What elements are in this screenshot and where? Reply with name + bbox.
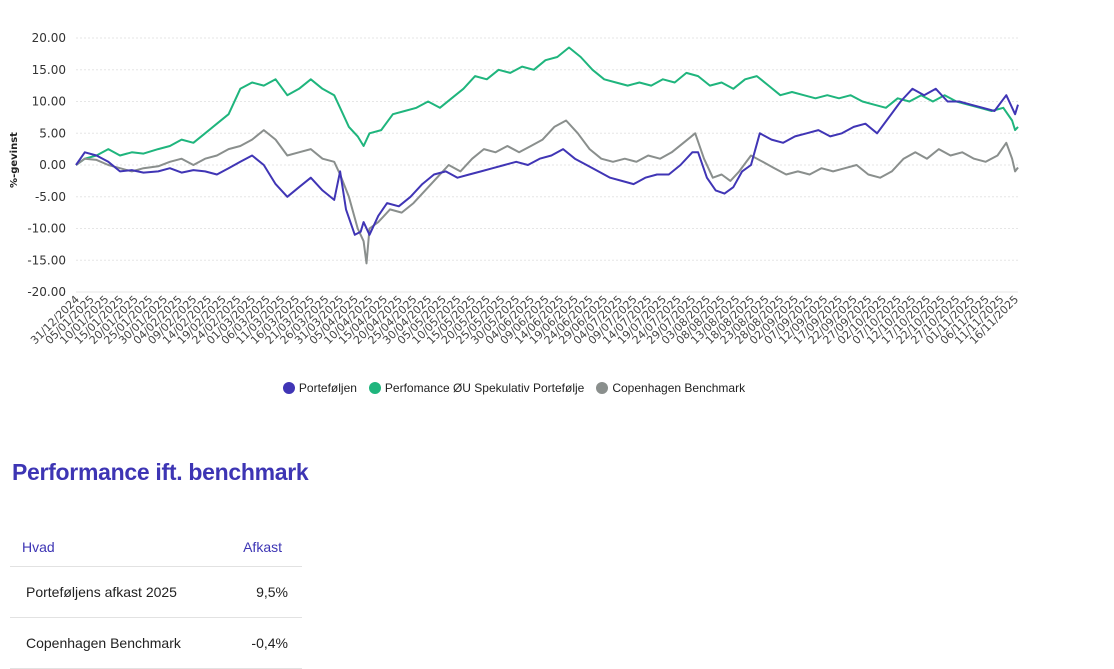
chart-legend: Porteføljen Perfomance ØU Spekulativ Por… bbox=[0, 381, 1028, 395]
legend-marker-speculative bbox=[368, 382, 381, 394]
grid-lines bbox=[76, 37, 1018, 293]
row-value: 9,5% bbox=[221, 566, 302, 618]
section-title: Performance ift. benchmark bbox=[12, 459, 309, 485]
legend-label-speculative: Perfomance ØU Spekulativ Portefølje bbox=[384, 381, 585, 395]
row-label: Porteføljens afkast 2025 bbox=[10, 566, 222, 618]
legend-label-benchmark: Copenhagen Benchmark bbox=[612, 381, 746, 395]
y-tick-label: 15.00 bbox=[32, 63, 66, 77]
series-line-0 bbox=[75, 87, 1019, 236]
row-value: -0,4% bbox=[221, 617, 302, 669]
y-axis-label: %-gevinst bbox=[9, 132, 20, 188]
row-label: Copenhagen Benchmark bbox=[10, 617, 222, 669]
column-header-what: Hvad bbox=[10, 528, 222, 567]
y-tick-label: 0.00 bbox=[39, 158, 66, 172]
performance-table: Hvad Afkast Porteføljens afkast 2025 9,5… bbox=[10, 528, 302, 669]
x-axis-ticks: 31/12/202405/01/202510/01/202515/01/2025… bbox=[28, 293, 1021, 347]
y-axis-ticks: 20.00 15.00 10.00 5.00 0.00 -5.00 -10.00 -15.00… bbox=[27, 31, 66, 299]
legend-label-portfolio: Porteføljen bbox=[298, 381, 357, 395]
y-tick-label: -20.00 bbox=[27, 285, 66, 299]
y-tick-label: 10.00 bbox=[32, 95, 66, 109]
table-row: Copenhagen Benchmark -0,4% bbox=[10, 617, 302, 669]
legend-item-portfolio[interactable]: Porteføljen bbox=[282, 381, 357, 395]
y-tick-label: -15.00 bbox=[27, 253, 66, 267]
y-tick-label: 20.00 bbox=[32, 31, 66, 45]
y-tick-label: -5.00 bbox=[35, 190, 66, 204]
legend-marker-benchmark bbox=[596, 382, 609, 394]
series-line-1 bbox=[75, 46, 1019, 166]
legend-item-speculative[interactable]: Perfomance ØU Spekulativ Portefølje bbox=[368, 381, 585, 395]
series-line-2 bbox=[75, 119, 1019, 265]
performance-line-chart: 20.00 15.00 10.00 5.00 0.00 -5.00 -10.00 -15.00… bbox=[9, 31, 1021, 347]
legend-item-benchmark[interactable]: Copenhagen Benchmark bbox=[596, 381, 745, 395]
column-header-return: Afkast bbox=[221, 528, 302, 567]
table-header-row: Hvad Afkast bbox=[10, 528, 302, 567]
y-tick-label: -10.00 bbox=[27, 222, 66, 236]
table-row: Porteføljens afkast 2025 9,5% bbox=[10, 566, 302, 618]
legend-marker-portfolio bbox=[282, 382, 295, 394]
y-tick-label: 5.00 bbox=[39, 126, 66, 140]
series-lines bbox=[75, 46, 1019, 265]
